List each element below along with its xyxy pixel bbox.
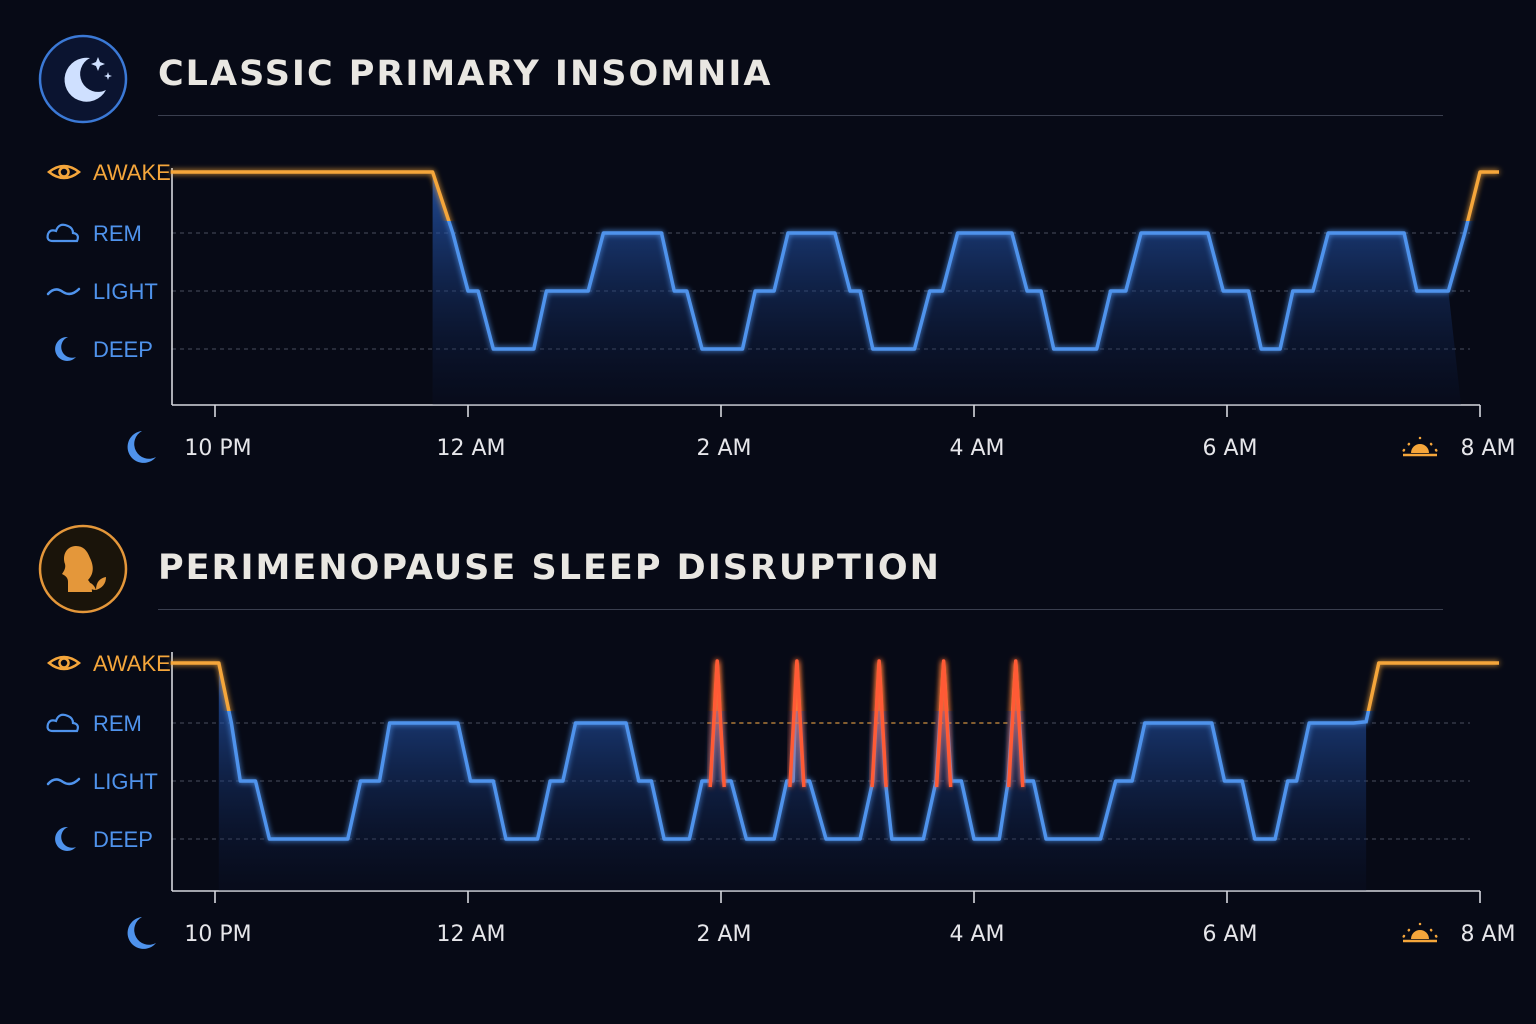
x-tick-label: 4 AM — [949, 436, 1004, 461]
insomnia-panel: CLASSIC PRIMARY INSOMNIA AWAKE REM LIGHT DE… — [0, 0, 1536, 500]
x-tick-label: 10 PM — [184, 436, 251, 461]
stage-label: DEEP — [93, 827, 153, 852]
x-tick-label: 6 AM — [1202, 922, 1257, 947]
hot-flash-spike — [934, 659, 953, 788]
sunrise-icon — [1402, 922, 1438, 943]
hypnogram-chart: AWAKE REM LIGHT DEEP 10 PM 12 AM 2 AM 4 AM 6 AM 8… — [46, 160, 1516, 463]
stage-label: REM — [93, 711, 142, 736]
sleep-line — [227, 711, 1371, 841]
sunrise-icon — [1402, 436, 1438, 457]
woman-profile-leaf-icon — [38, 524, 128, 614]
moon-icon — [127, 917, 156, 949]
stage-awake: AWAKE — [46, 651, 171, 676]
eye-icon — [46, 164, 82, 180]
title-divider — [158, 115, 1443, 116]
stage-awake: AWAKE — [46, 160, 171, 185]
moon-icon — [127, 431, 156, 463]
stage-deep: DEEP — [55, 336, 153, 362]
cloud-icon — [46, 713, 79, 733]
x-tick-label: 6 AM — [1202, 436, 1257, 461]
sleep-area-fill — [432, 172, 1462, 405]
hot-flash-spike — [870, 659, 888, 788]
hot-flash-spike — [708, 659, 726, 788]
stage-label: REM — [93, 221, 142, 246]
sleep-area-fill — [218, 663, 1367, 891]
hypnogram-chart: AWAKE REM LIGHT DEEP 10 PM 12 AM 2 AM 4 AM 6 AM 8… — [46, 651, 1516, 949]
eye-icon — [46, 655, 82, 671]
x-tick-label: 4 AM — [949, 922, 1004, 947]
stage-light: LIGHT — [46, 769, 158, 794]
title-divider — [158, 609, 1443, 610]
x-tick-label: 8 AM — [1460, 436, 1515, 461]
chart-title: PERIMENOPAUSE SLEEP DISRUPTION — [158, 548, 941, 588]
x-tick-label: 2 AM — [696, 922, 751, 947]
x-tick-label: 12 AM — [436, 922, 505, 947]
sleep-line — [446, 221, 1470, 351]
stage-label: AWAKE — [93, 160, 171, 185]
cloud-icon — [46, 223, 79, 243]
stage-label: LIGHT — [93, 769, 158, 794]
stage-rem: REM — [46, 221, 142, 246]
crescent-moon-icon — [55, 826, 76, 851]
stage-label: LIGHT — [93, 279, 158, 304]
stage-deep: DEEP — [55, 826, 153, 852]
x-tick-label: 2 AM — [696, 436, 751, 461]
stage-rem: REM — [46, 711, 142, 736]
crescent-moon-icon — [55, 336, 76, 361]
stage-label: AWAKE — [93, 651, 171, 676]
x-tick-label: 12 AM — [436, 436, 505, 461]
chart-title: CLASSIC PRIMARY INSOMNIA — [158, 54, 773, 94]
wave-icon — [46, 777, 81, 786]
perimenopause-panel: PERIMENOPAUSE SLEEP DISRUPTION AWAKE REM L… — [0, 492, 1536, 1012]
hot-flash-spike — [1006, 659, 1025, 788]
stage-light: LIGHT — [46, 279, 158, 304]
moon-stars-icon — [38, 34, 128, 124]
x-tick-label: 10 PM — [184, 922, 251, 947]
wave-icon — [46, 287, 81, 296]
stage-label: DEEP — [93, 337, 153, 362]
x-tick-label: 8 AM — [1460, 922, 1515, 947]
hot-flash-spike — [788, 659, 806, 788]
